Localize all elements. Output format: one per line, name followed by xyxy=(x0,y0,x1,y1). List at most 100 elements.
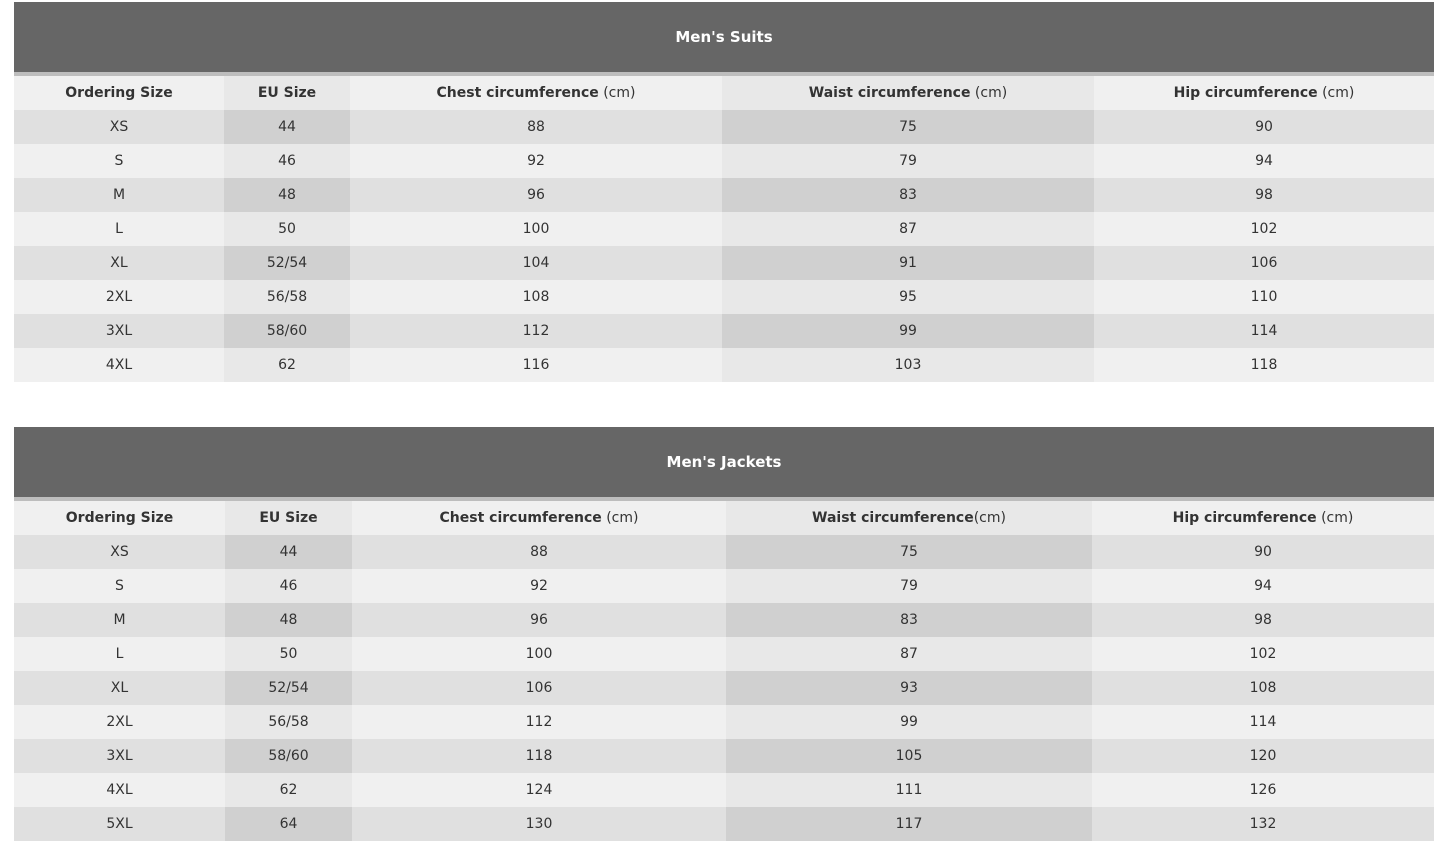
table-cell: 102 xyxy=(1094,212,1434,246)
column-header-label: Hip circumference xyxy=(1172,510,1317,526)
column-header: Waist circumference (cm) xyxy=(722,76,1094,110)
table-cell: XL xyxy=(14,671,225,705)
column-header-label: Chest circumference xyxy=(439,510,602,526)
table-row: XL 52/54 106 93 108 xyxy=(14,671,1434,705)
table-row: 4XL 62 124 111 126 xyxy=(14,773,1434,807)
column-header-label: EU Size xyxy=(259,510,318,526)
table-cell: 56/58 xyxy=(225,705,352,739)
table-cell: 114 xyxy=(1094,314,1434,348)
column-header-unit: (cm) xyxy=(1316,510,1354,526)
table-cell: 103 xyxy=(722,348,1094,382)
table-cell: 95 xyxy=(722,280,1094,314)
table-row: M 48 96 83 98 xyxy=(14,603,1434,637)
table-row: 3XL 58/60 118 105 120 xyxy=(14,739,1434,773)
column-header: Hip circumference (cm) xyxy=(1092,501,1434,535)
column-header-unit: (cm) xyxy=(601,510,639,526)
column-header: Chest circumference (cm) xyxy=(352,501,726,535)
table-row: L 50 100 87 102 xyxy=(14,212,1434,246)
column-header: Chest circumference (cm) xyxy=(350,76,722,110)
table-cell: 79 xyxy=(722,144,1094,178)
table-cell: 44 xyxy=(225,535,352,569)
table-cell: 98 xyxy=(1094,178,1434,212)
column-header-unit: (cm) xyxy=(598,85,636,101)
table-cell: 96 xyxy=(352,603,726,637)
table-cell: 50 xyxy=(225,637,352,671)
table-cell: 94 xyxy=(1094,144,1434,178)
table-cell: S xyxy=(14,144,224,178)
table-row: S 46 92 79 94 xyxy=(14,144,1434,178)
header-row: Ordering Size EU Size Chest circumference … xyxy=(14,76,1434,110)
table-cell: 114 xyxy=(1092,705,1434,739)
table-cell: 3XL xyxy=(14,739,225,773)
column-header: Ordering Size xyxy=(14,501,225,535)
column-header-unit: (cm) xyxy=(970,85,1008,101)
table-row: 2XL 56/58 112 99 114 xyxy=(14,705,1434,739)
mens-jackets-table: Men's Jackets Ordering Size EU Size Chest … xyxy=(14,427,1434,841)
table-cell: 106 xyxy=(1094,246,1434,280)
table-cell: 100 xyxy=(352,637,726,671)
table-cell: 99 xyxy=(722,314,1094,348)
table-cell: 92 xyxy=(350,144,722,178)
column-header: Waist circumference(cm) xyxy=(726,501,1092,535)
column-header: Ordering Size xyxy=(14,76,224,110)
table-cell: XL xyxy=(14,246,224,280)
table-cell: 4XL xyxy=(14,348,224,382)
table-cell: 92 xyxy=(352,569,726,603)
table-row: 3XL 58/60 112 99 114 xyxy=(14,314,1434,348)
table-cell: 120 xyxy=(1092,739,1434,773)
table-row: 2XL 56/58 108 95 110 xyxy=(14,280,1434,314)
table-cell: 100 xyxy=(350,212,722,246)
table-cell: 5XL xyxy=(14,807,225,841)
table-cell: 102 xyxy=(1092,637,1434,671)
table-cell: 2XL xyxy=(14,280,224,314)
table-cell: 64 xyxy=(225,807,352,841)
table-cell: 83 xyxy=(722,178,1094,212)
table-cell: 52/54 xyxy=(225,671,352,705)
table-cell: 56/58 xyxy=(224,280,350,314)
column-header-label: Waist circumference xyxy=(812,510,974,526)
table-row: M 48 96 83 98 xyxy=(14,178,1434,212)
column-header: Hip circumference (cm) xyxy=(1094,76,1434,110)
table-cell: 132 xyxy=(1092,807,1434,841)
column-header-label: Hip circumference xyxy=(1173,85,1318,101)
table-cell: L xyxy=(14,637,225,671)
table-cell: 117 xyxy=(726,807,1092,841)
table-cell: 108 xyxy=(1092,671,1434,705)
table-cell: 110 xyxy=(1094,280,1434,314)
table-cell: 44 xyxy=(224,110,350,144)
table-cell: 3XL xyxy=(14,314,224,348)
table-cell: 48 xyxy=(224,178,350,212)
column-header-label: EU Size xyxy=(257,85,317,101)
table-cell: 106 xyxy=(352,671,726,705)
column-header-label: Chest circumference xyxy=(436,85,599,101)
table-cell: 62 xyxy=(224,348,350,382)
table-cell: 124 xyxy=(352,773,726,807)
table-cell: 58/60 xyxy=(224,314,350,348)
table-cell: 46 xyxy=(224,144,350,178)
mens-suits-table: Men's Suits Ordering Size EU Size Chest ci… xyxy=(14,2,1434,382)
table-row: XS 44 88 75 90 xyxy=(14,535,1434,569)
table-cell: 4XL xyxy=(14,773,225,807)
table-cell: 93 xyxy=(726,671,1092,705)
table-row: XL 52/54 104 91 106 xyxy=(14,246,1434,280)
table-cell: 118 xyxy=(1094,348,1434,382)
table-cell: 50 xyxy=(224,212,350,246)
table-cell: 98 xyxy=(1092,603,1434,637)
table-cell: 75 xyxy=(722,110,1094,144)
table-cell: 94 xyxy=(1092,569,1434,603)
table-title: Men's Jackets xyxy=(14,427,1434,501)
column-header-unit: (cm) xyxy=(1317,85,1355,101)
column-header: EU Size xyxy=(225,501,352,535)
table-cell: L xyxy=(14,212,224,246)
table-row: XS 44 88 75 90 xyxy=(14,110,1434,144)
table-cell: 46 xyxy=(225,569,352,603)
column-header-label: Ordering Size xyxy=(65,510,174,526)
table-row: 5XL 64 130 117 132 xyxy=(14,807,1434,841)
table-cell: M xyxy=(14,178,224,212)
table-cell: 88 xyxy=(350,110,722,144)
column-header: EU Size xyxy=(224,76,350,110)
table-cell: 112 xyxy=(352,705,726,739)
table-cell: 88 xyxy=(352,535,726,569)
table-cell: 112 xyxy=(350,314,722,348)
column-header-unit: (cm) xyxy=(973,510,1006,526)
